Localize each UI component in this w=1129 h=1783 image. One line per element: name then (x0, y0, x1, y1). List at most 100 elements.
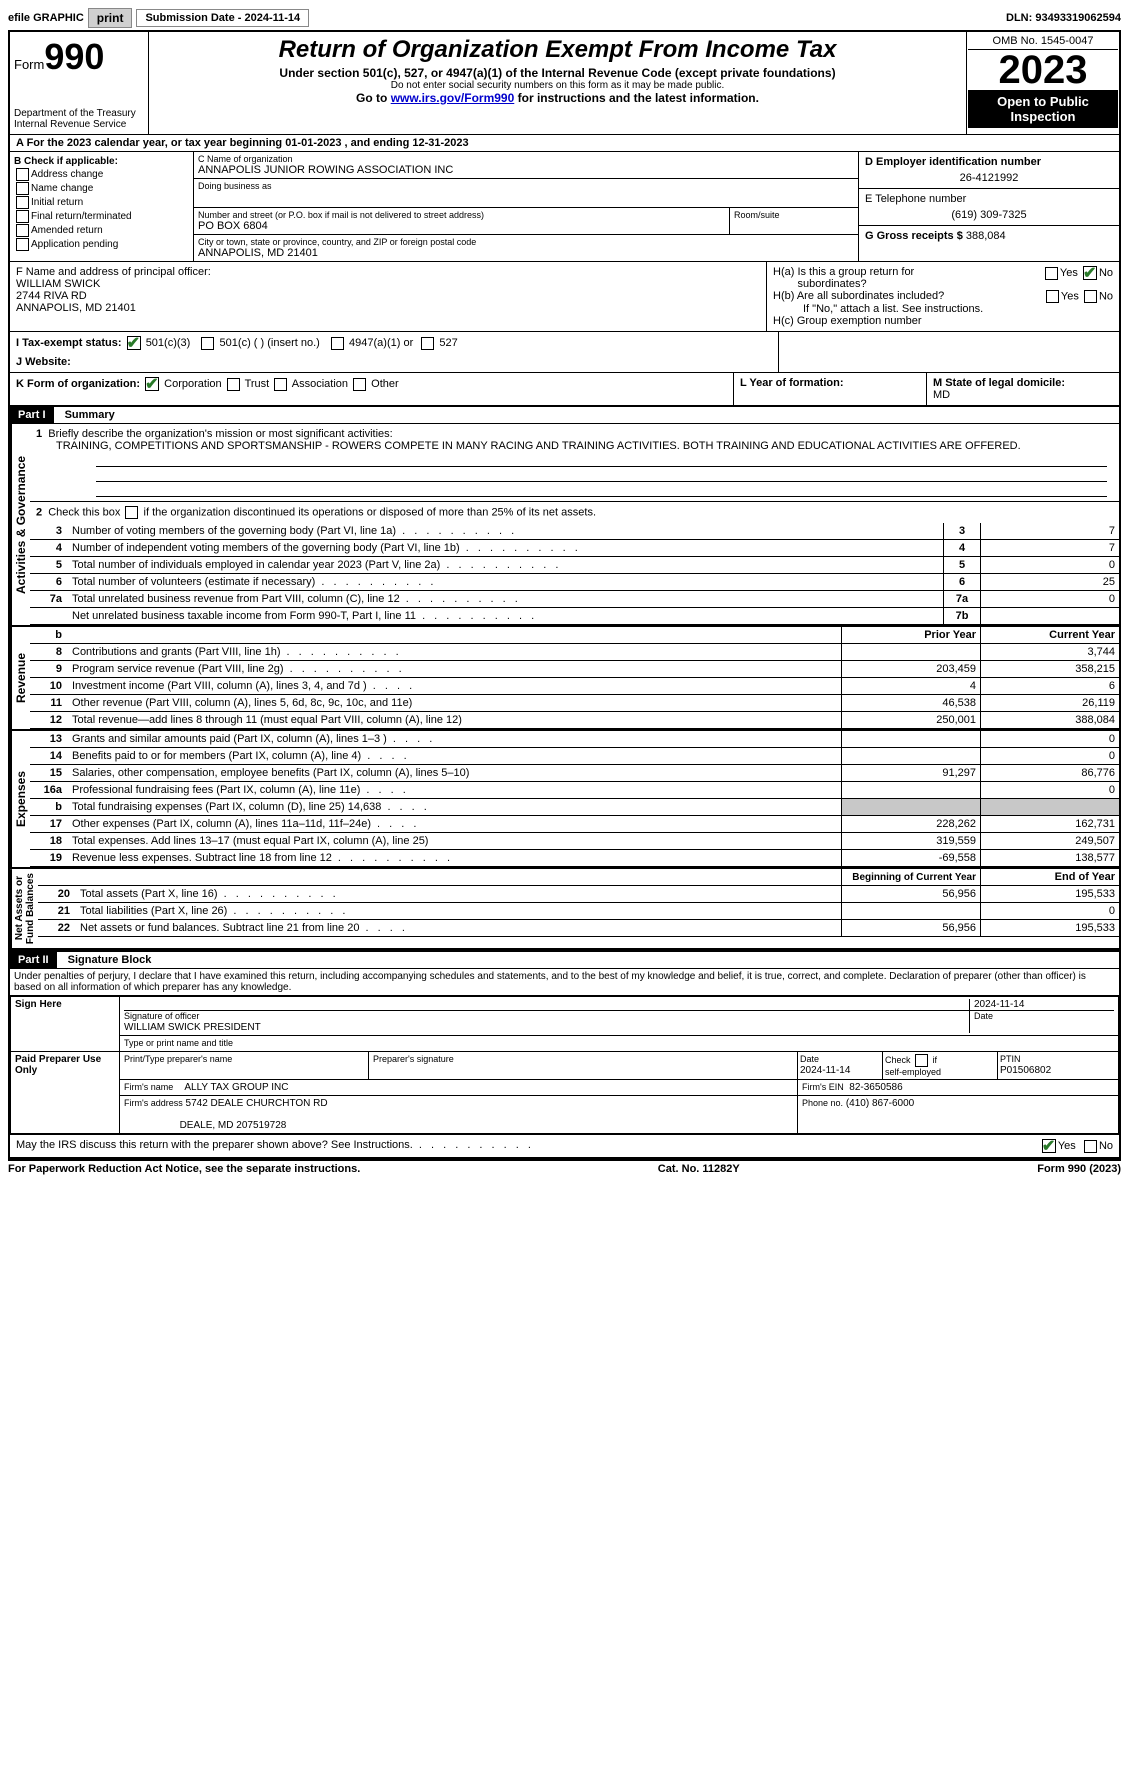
j-label: J Website: (16, 356, 71, 368)
hb-no-box[interactable] (1084, 290, 1097, 303)
prior-year-hdr: Prior Year (842, 627, 981, 644)
officer-label: F Name and address of principal officer: (16, 266, 760, 278)
phone-value: (619) 309-7325 (865, 205, 1113, 221)
chk-final-return[interactable]: Final return/terminated (14, 210, 189, 223)
chk-corp[interactable] (145, 377, 159, 391)
footer: For Paperwork Reduction Act Notice, see … (8, 1159, 1121, 1175)
chk-pending[interactable]: Application pending (14, 238, 189, 251)
part-2-header: Part II Signature Block (10, 950, 1119, 969)
m-label: M State of legal domicile: (933, 377, 1065, 389)
header-middle: Return of Organization Exempt From Incom… (149, 31, 967, 135)
chk-discontinued[interactable] (125, 506, 138, 519)
table-row: 17Other expenses (Part IX, column (A), l… (30, 816, 1119, 833)
footer-right: Form 990 (2023) (1037, 1163, 1121, 1175)
firm-addr2: DEALE, MD 207519728 (180, 1120, 287, 1131)
part-2-badge: Part II (10, 952, 57, 968)
row-i-j: I Tax-exempt status: 501(c)(3) 501(c) ( … (10, 331, 1119, 372)
table-row: 10Investment income (Part VIII, column (… (30, 678, 1119, 695)
revenue-table: b Prior Year Current Year 8Contributions… (30, 627, 1119, 729)
ptin-value: P01506802 (1000, 1065, 1051, 1076)
subtitle-2: Do not enter social security numbers on … (155, 80, 960, 91)
efile-label: efile GRAPHIC (8, 12, 84, 24)
hb-yes-box[interactable] (1046, 290, 1059, 303)
signature-table: Sign Here 2024-11-14 Signature of office… (10, 996, 1119, 1134)
tax-year: 2023 (968, 50, 1118, 90)
print-button[interactable]: print (88, 8, 133, 28)
expenses-table: 13Grants and similar amounts paid (Part … (30, 731, 1119, 867)
table-row: 22Net assets or fund balances. Subtract … (38, 920, 1119, 937)
chk-assoc[interactable] (274, 378, 287, 391)
header-right: OMB No. 1545-0047 2023 Open to Public In… (967, 31, 1121, 135)
firm-ein: 82-3650586 (849, 1082, 902, 1093)
table-row: 14Benefits paid to or for members (Part … (30, 748, 1119, 765)
addr-label: Number and street (or P.O. box if mail i… (198, 210, 725, 220)
chk-501c3[interactable] (127, 336, 141, 350)
irs-label: Internal Revenue Service (14, 119, 144, 130)
section-net-assets: Net Assets or Fund Balances Beginning of… (10, 869, 1119, 950)
box-b: B Check if applicable: Address change Na… (10, 152, 194, 261)
discuss-yes[interactable] (1042, 1139, 1056, 1153)
addr-value: PO BOX 6804 (198, 220, 725, 232)
gross-value: 388,084 (966, 230, 1006, 242)
table-row: 20Total assets (Part X, line 16)56,95619… (38, 886, 1119, 903)
part-2-title: Signature Block (60, 954, 152, 966)
chk-address-change[interactable]: Address change (14, 168, 189, 181)
mission-text: TRAINING, COMPETITIONS AND SPORTSMANSHIP… (36, 440, 1113, 452)
phone-label: E Telephone number (865, 193, 1113, 205)
header-left: Form990 Department of the Treasury Inter… (9, 31, 149, 135)
table-row: 7aTotal unrelated business revenue from … (30, 591, 1119, 608)
section-revenue: Revenue b Prior Year Current Year 8Contr… (10, 627, 1119, 731)
form-title: Return of Organization Exempt From Incom… (155, 36, 960, 64)
ein-label: D Employer identification number (865, 156, 1113, 168)
discuss-no[interactable] (1084, 1140, 1097, 1153)
firm-name: ALLY TAX GROUP INC (184, 1082, 288, 1093)
chk-501c[interactable] (201, 337, 214, 350)
vlabel-expenses: Expenses (10, 731, 30, 867)
paid-preparer-label: Paid Preparer Use Only (11, 1052, 120, 1134)
i-label: I Tax-exempt status: (16, 337, 122, 349)
table-row: 19Revenue less expenses. Subtract line 1… (30, 850, 1119, 867)
k-label: K Form of organization: (16, 378, 140, 390)
firm-phone: (410) 867-6000 (846, 1098, 914, 1109)
city-value: ANNAPOLIS, MD 21401 (198, 247, 854, 259)
open-public-2: Inspection (1010, 109, 1075, 124)
ein-value: 26-4121992 (865, 168, 1113, 184)
table-row: 18Total expenses. Add lines 13–17 (must … (30, 833, 1119, 850)
chk-self-employed[interactable] (915, 1054, 928, 1067)
sign-here-label: Sign Here (11, 997, 120, 1052)
part-1-badge: Part I (10, 407, 54, 423)
net-table: Beginning of Current Year End of Year 20… (38, 869, 1119, 937)
form-number: 990 (44, 36, 104, 77)
ha-label: H(a) Is this a group return for (773, 266, 914, 278)
ha-no-box[interactable] (1083, 266, 1097, 280)
ha-yes-box[interactable] (1045, 267, 1058, 280)
chk-527[interactable] (421, 337, 434, 350)
chk-other[interactable] (353, 378, 366, 391)
chk-4947[interactable] (331, 337, 344, 350)
vlabel-net: Net Assets or Fund Balances (10, 869, 38, 948)
hc-label: H(c) Group exemption number (773, 315, 1113, 327)
form-word: Form (14, 57, 44, 72)
m-value: MD (933, 389, 950, 401)
l-label: L Year of formation: (740, 377, 844, 389)
chk-amended[interactable]: Amended return (14, 224, 189, 237)
section-f-h: F Name and address of principal officer:… (10, 261, 1119, 331)
dept-label: Department of the Treasury (14, 108, 144, 119)
chk-name-change[interactable]: Name change (14, 182, 189, 195)
table-row: 5Total number of individuals employed in… (30, 557, 1119, 574)
chk-initial-return[interactable]: Initial return (14, 196, 189, 209)
org-name-label: C Name of organization (198, 154, 854, 164)
box-f: F Name and address of principal officer:… (10, 262, 767, 331)
gov-table: 3Number of voting members of the governi… (30, 523, 1119, 625)
table-row: bTotal fundraising expenses (Part IX, co… (30, 799, 1119, 816)
declaration-text: Under penalties of perjury, I declare th… (10, 969, 1119, 996)
current-year-hdr: Current Year (981, 627, 1120, 644)
officer-addr1: 2744 RIVA RD (16, 290, 760, 302)
officer-name: WILLIAM SWICK (16, 278, 760, 290)
box-b-title: B Check if applicable: (14, 156, 189, 167)
city-label: City or town, state or province, country… (198, 237, 854, 247)
chk-trust[interactable] (227, 378, 240, 391)
table-row: 13Grants and similar amounts paid (Part … (30, 731, 1119, 748)
hb-label: H(b) Are all subordinates included? (773, 290, 944, 303)
irs-link[interactable]: www.irs.gov/Form990 (391, 91, 515, 105)
